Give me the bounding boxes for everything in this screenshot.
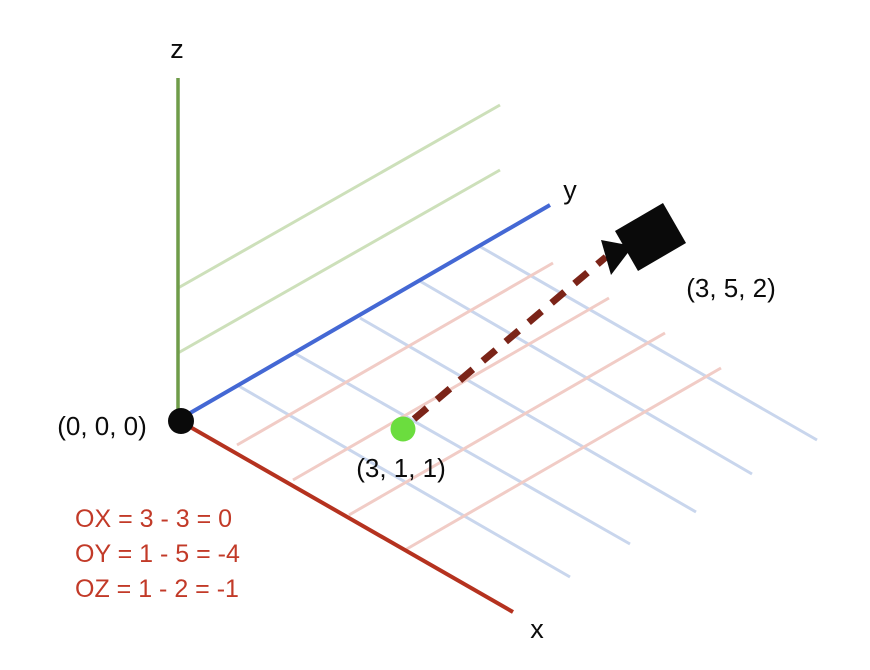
grid-line-parallel-x-1 <box>236 383 571 579</box>
video-camera-icon <box>601 203 686 275</box>
origin-point-label: (0, 0, 0) <box>57 411 147 441</box>
grid-line-z-1 <box>177 168 501 355</box>
camera-point-label: (3, 5, 2) <box>686 273 776 303</box>
grid-lines-z-plane <box>177 103 501 355</box>
grid-line-parallel-y-2 <box>292 296 610 482</box>
offset-equations: OX = 3 - 3 = 0 OY = 1 - 5 = -4 OZ = 1 - … <box>75 505 240 603</box>
camera-lens-arrowhead <box>601 240 633 275</box>
offset-vector-dashed-line <box>411 254 609 422</box>
grid-lines-parallel-y <box>236 261 722 552</box>
equation-oz: OZ = 1 - 2 = -1 <box>75 575 239 603</box>
grid-line-parallel-x-3 <box>359 316 697 514</box>
grid-line-parallel-y-4 <box>404 366 722 552</box>
object-point-dot <box>390 416 416 442</box>
z-axis-label: z <box>170 34 184 64</box>
camera-body <box>615 203 686 271</box>
y-axis-label: y <box>563 175 577 205</box>
grid-line-parallel-y-3 <box>348 331 666 517</box>
grid-line-parallel-y-1 <box>236 261 554 447</box>
object-point-label: (3, 1, 1) <box>356 453 446 483</box>
y-axis-line <box>176 203 552 422</box>
grid-line-z-2 <box>177 103 501 290</box>
x-axis-line <box>177 418 514 614</box>
equation-oy: OY = 1 - 5 = -4 <box>75 540 240 568</box>
origin-point-dot <box>168 408 194 434</box>
x-axis-label: x <box>530 614 544 644</box>
equation-ox: OX = 3 - 3 = 0 <box>75 505 232 533</box>
grid-line-parallel-x-4 <box>417 278 753 476</box>
